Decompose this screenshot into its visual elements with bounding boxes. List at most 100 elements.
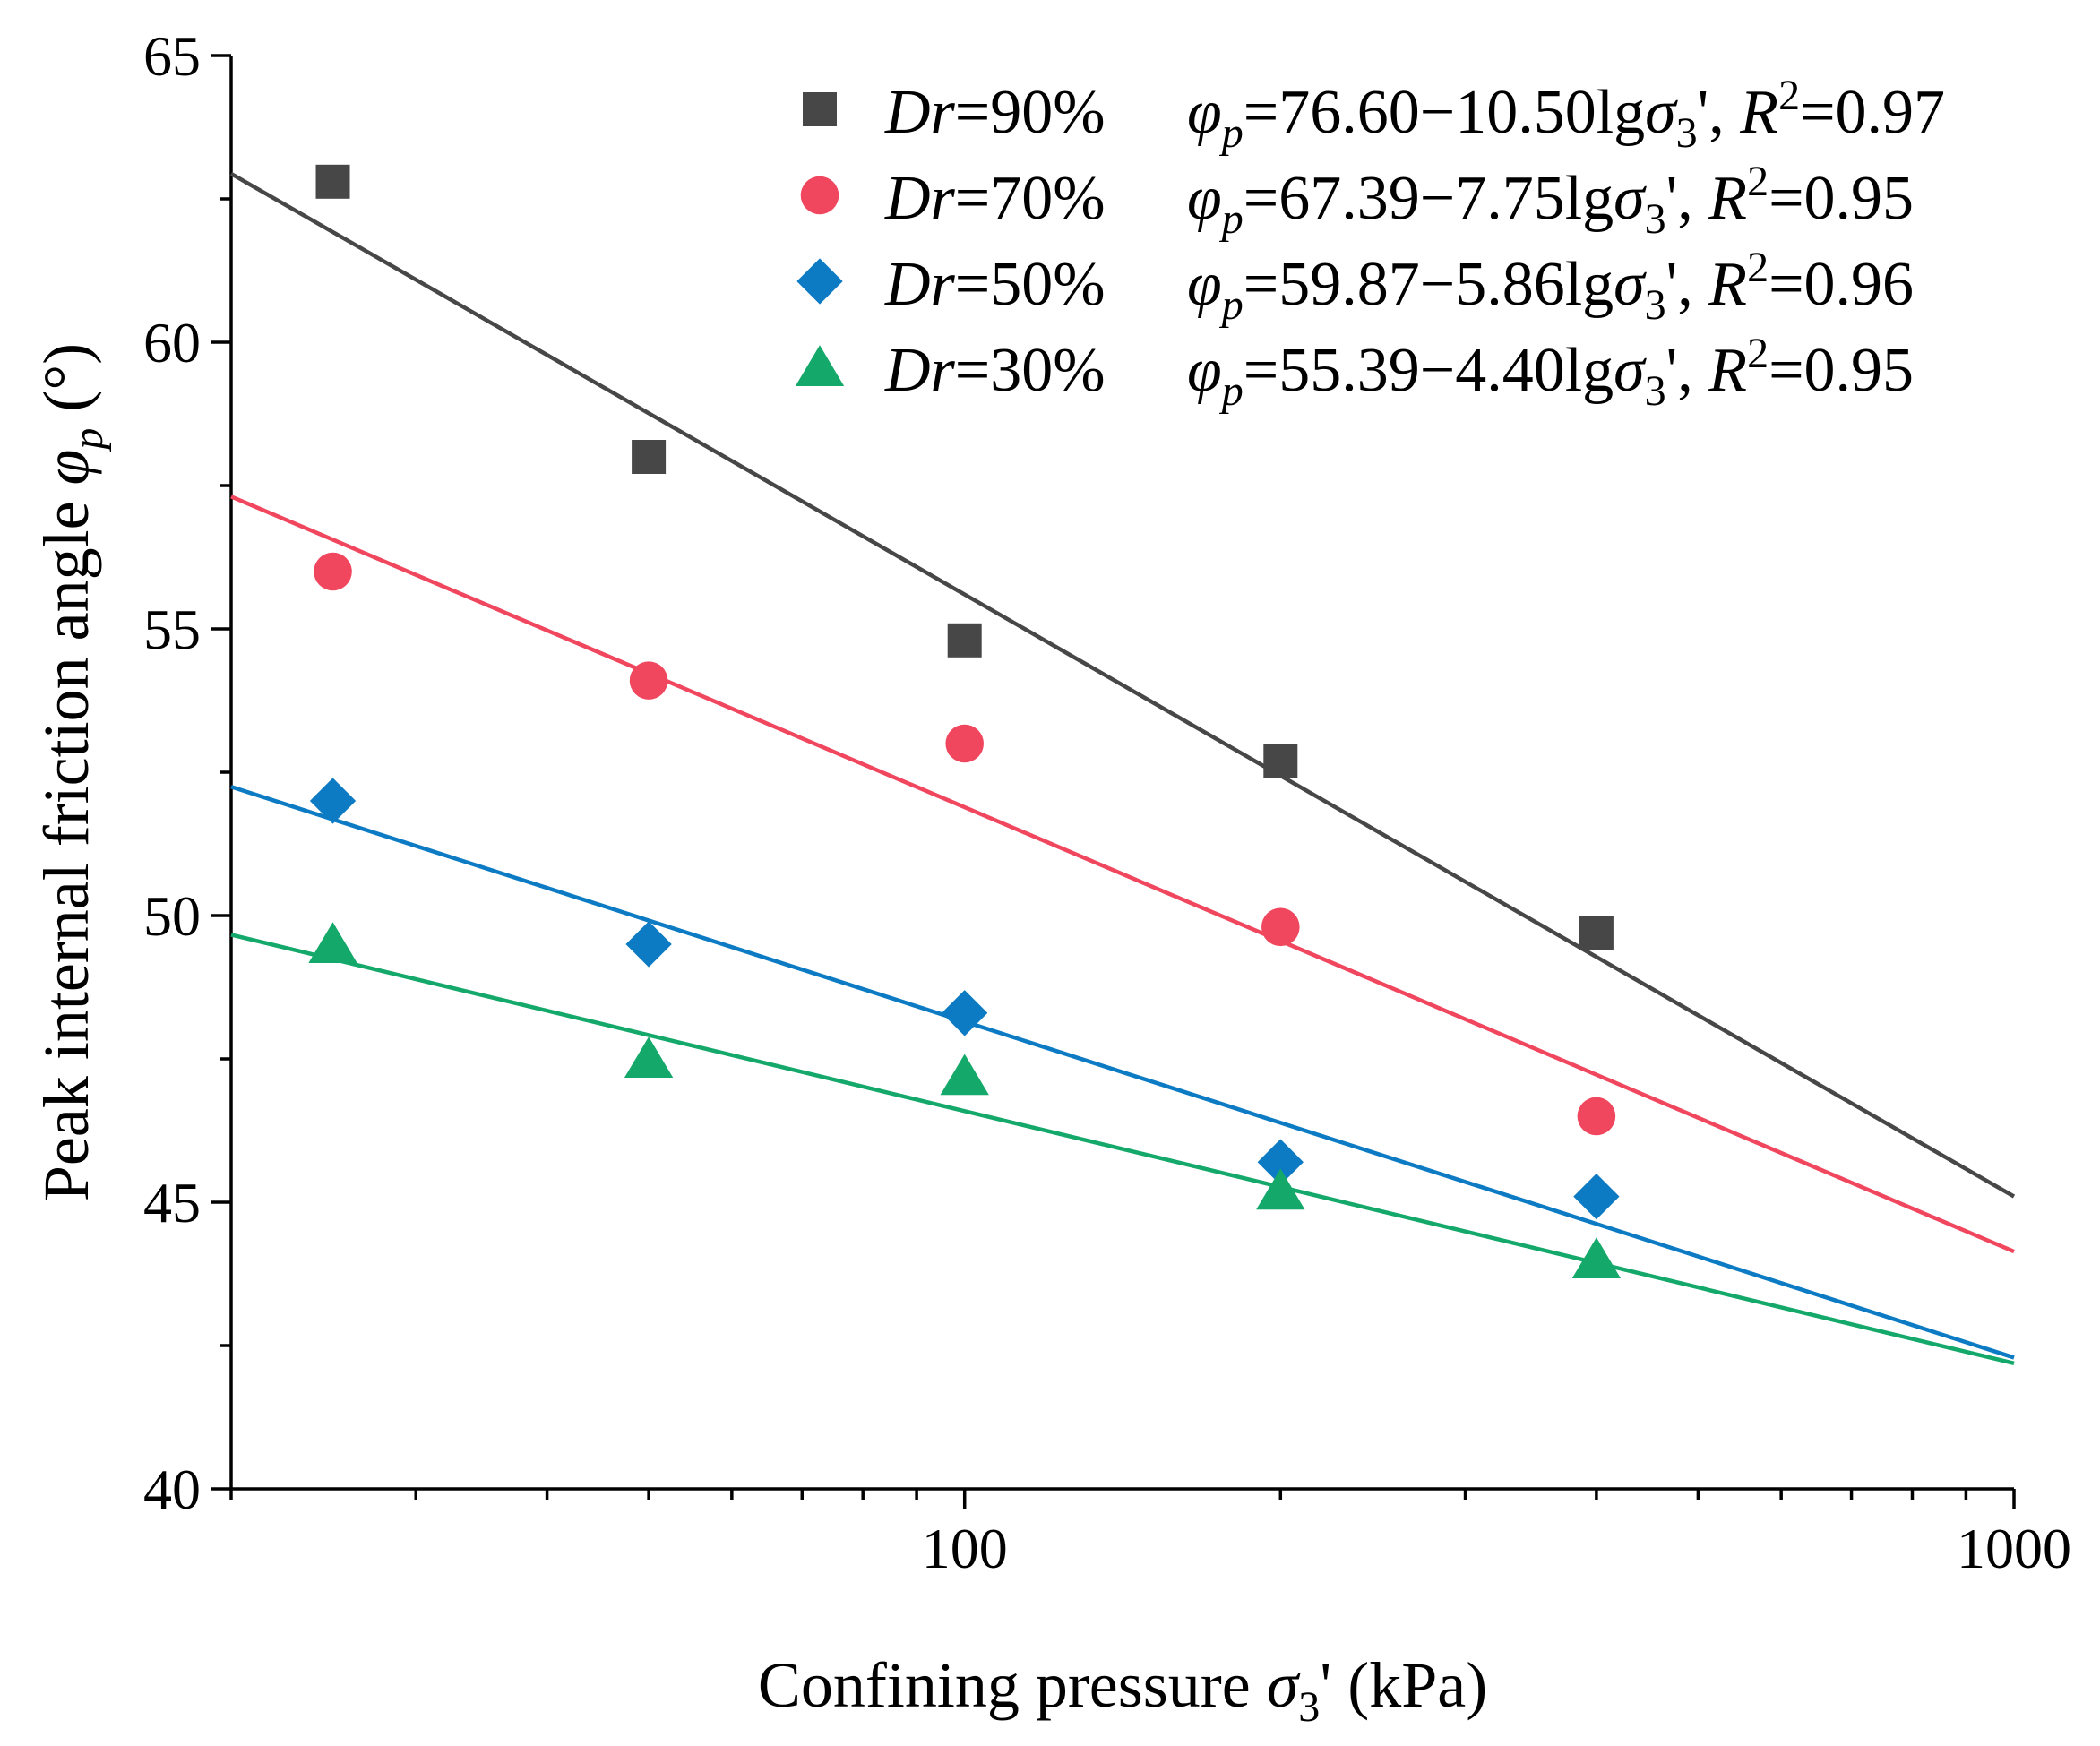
equation-phi-subscript: p bbox=[1219, 195, 1244, 243]
y-tick-label: 55 bbox=[143, 598, 201, 661]
data-point-square bbox=[632, 440, 667, 474]
legend-series-label: Dr=30% bbox=[884, 336, 1106, 405]
legend-series-label: Dr=70% bbox=[884, 164, 1106, 233]
x-axis-title-text: Confining pressure bbox=[758, 1649, 1267, 1721]
x-axis-title-symbol: σ bbox=[1267, 1649, 1301, 1721]
legend-marker-triangle bbox=[795, 345, 845, 386]
y-tick-label: 40 bbox=[143, 1458, 201, 1521]
equation-coefficients: =59.87−5.86lg bbox=[1244, 250, 1614, 319]
equation-coefficients: =55.39−4.40lg bbox=[1244, 336, 1614, 405]
y-tick-label: 65 bbox=[143, 24, 201, 88]
fit-line-circle bbox=[230, 495, 2015, 1254]
equation-r2-value: =0.96 bbox=[1769, 250, 1914, 319]
legend-equation: φp=59.87−5.86lgσ3', R2=0.96 bbox=[1187, 244, 1914, 329]
equation-r-superscript: 2 bbox=[1778, 72, 1800, 119]
legend-marker-diamond bbox=[796, 258, 843, 305]
legend-equation: φp=67.39−7.75lgσ3', R2=0.95 bbox=[1187, 158, 1914, 243]
equation-phi-subscript: p bbox=[1219, 367, 1244, 415]
equation-sigma: σ bbox=[1645, 78, 1678, 147]
equation-phi-subscript: p bbox=[1219, 109, 1244, 157]
equation-phi: φ bbox=[1187, 336, 1222, 405]
data-point-triangle bbox=[940, 1054, 989, 1096]
y-axis-title: Peak internal friction angle φp (°) bbox=[30, 343, 112, 1201]
equation-sigma-subscript: 3 bbox=[1645, 367, 1666, 415]
equation-r-superscript: 2 bbox=[1747, 244, 1769, 291]
y-tick-label: 50 bbox=[143, 884, 201, 948]
legend-label-variable: Dr bbox=[884, 250, 956, 319]
equation-prime: ', bbox=[1666, 250, 1709, 319]
legend-series-label: Dr=90% bbox=[884, 78, 1106, 147]
equation-phi: φ bbox=[1187, 250, 1222, 319]
data-point-circle bbox=[1577, 1097, 1616, 1136]
equation-prime: ', bbox=[1698, 78, 1741, 147]
y-axis-title-symbol: φ bbox=[30, 450, 102, 486]
legend: Dr=90% φp=76.60−10.50lgσ3', R2=0.97Dr=70%… bbox=[795, 72, 1945, 415]
equation-r2-value: =0.97 bbox=[1800, 78, 1945, 147]
legend-equation: φp=55.39−4.40lgσ3', R2=0.95 bbox=[1187, 330, 1914, 415]
equation-prime: ', bbox=[1666, 164, 1709, 233]
equation-r2-value: =0.95 bbox=[1769, 164, 1914, 233]
legend-label-value: =90% bbox=[955, 78, 1106, 147]
equation-r: R bbox=[1708, 164, 1747, 233]
legend-marker-square bbox=[803, 92, 837, 126]
data-point-triangle bbox=[308, 922, 357, 963]
equation-r-superscript: 2 bbox=[1747, 158, 1769, 205]
data-point-circle bbox=[1261, 907, 1300, 947]
x-axis-title-subscript: 3 bbox=[1298, 1683, 1320, 1731]
fit-line-square bbox=[229, 171, 2016, 1199]
x-tick-label: 100 bbox=[922, 1517, 1008, 1580]
data-point-triangle bbox=[1256, 1168, 1305, 1210]
y-axis-title-unit: (°) bbox=[30, 343, 102, 428]
legend-label-value: =70% bbox=[955, 164, 1106, 233]
equation-phi: φ bbox=[1187, 78, 1222, 147]
equation-sigma-subscript: 3 bbox=[1645, 281, 1666, 329]
legend-label-variable: Dr bbox=[884, 78, 956, 147]
equation-r: R bbox=[1708, 336, 1747, 405]
equation-sigma: σ bbox=[1614, 250, 1647, 319]
data-point-square bbox=[1579, 916, 1614, 950]
legend-marker-circle bbox=[800, 176, 839, 215]
equation-r: R bbox=[1708, 250, 1747, 319]
equation-r2-value: =0.95 bbox=[1769, 336, 1914, 405]
equation-r-superscript: 2 bbox=[1747, 330, 1769, 377]
legend-series-label: Dr=50% bbox=[884, 250, 1106, 319]
equation-phi-subscript: p bbox=[1219, 281, 1244, 329]
data-point-diamond bbox=[1257, 1139, 1304, 1185]
data-point-triangle bbox=[1571, 1237, 1622, 1278]
equation-prime: ', bbox=[1666, 336, 1709, 405]
equation-r: R bbox=[1739, 78, 1778, 147]
legend-equation: φp=76.60−10.50lgσ3', R2=0.97 bbox=[1187, 72, 1945, 157]
equation-sigma: σ bbox=[1614, 164, 1647, 233]
data-point-circle bbox=[629, 661, 668, 700]
equation-sigma-subscript: 3 bbox=[1645, 195, 1666, 243]
data-point-circle bbox=[945, 724, 984, 763]
y-tick-label: 60 bbox=[143, 311, 201, 374]
data-point-square bbox=[1263, 744, 1298, 778]
data-point-triangle bbox=[624, 1036, 674, 1078]
x-tick-label: 1000 bbox=[1957, 1517, 2071, 1580]
x-axis-title: Confining pressure σ3' (kPa) bbox=[758, 1649, 1487, 1731]
legend-label-variable: Dr bbox=[884, 336, 956, 405]
y-axis-title-text: Peak internal friction angle bbox=[30, 485, 102, 1201]
data-point-diamond bbox=[942, 990, 988, 1036]
y-tick-label: 45 bbox=[143, 1171, 201, 1234]
data-point-square bbox=[947, 623, 982, 658]
data-point-diamond bbox=[309, 778, 357, 824]
data-point-square bbox=[315, 164, 350, 199]
equation-phi: φ bbox=[1187, 164, 1222, 233]
fit-line-triangle bbox=[230, 933, 2015, 1366]
x-axis-title-unit: ' (kPa) bbox=[1320, 1649, 1487, 1721]
equation-sigma: σ bbox=[1614, 336, 1647, 405]
fit-lines bbox=[229, 171, 2016, 1366]
equation-sigma-subscript: 3 bbox=[1676, 109, 1698, 157]
data-points bbox=[308, 164, 1622, 1278]
equation-coefficients: =67.39−7.75lg bbox=[1244, 164, 1614, 233]
data-point-diamond bbox=[1573, 1173, 1620, 1220]
data-point-circle bbox=[314, 552, 352, 591]
legend-label-value: =30% bbox=[955, 336, 1106, 405]
data-point-diamond bbox=[625, 921, 672, 968]
equation-coefficients: =76.60−10.50lg bbox=[1244, 78, 1645, 147]
y-axis-title-subscript: p bbox=[65, 428, 112, 452]
